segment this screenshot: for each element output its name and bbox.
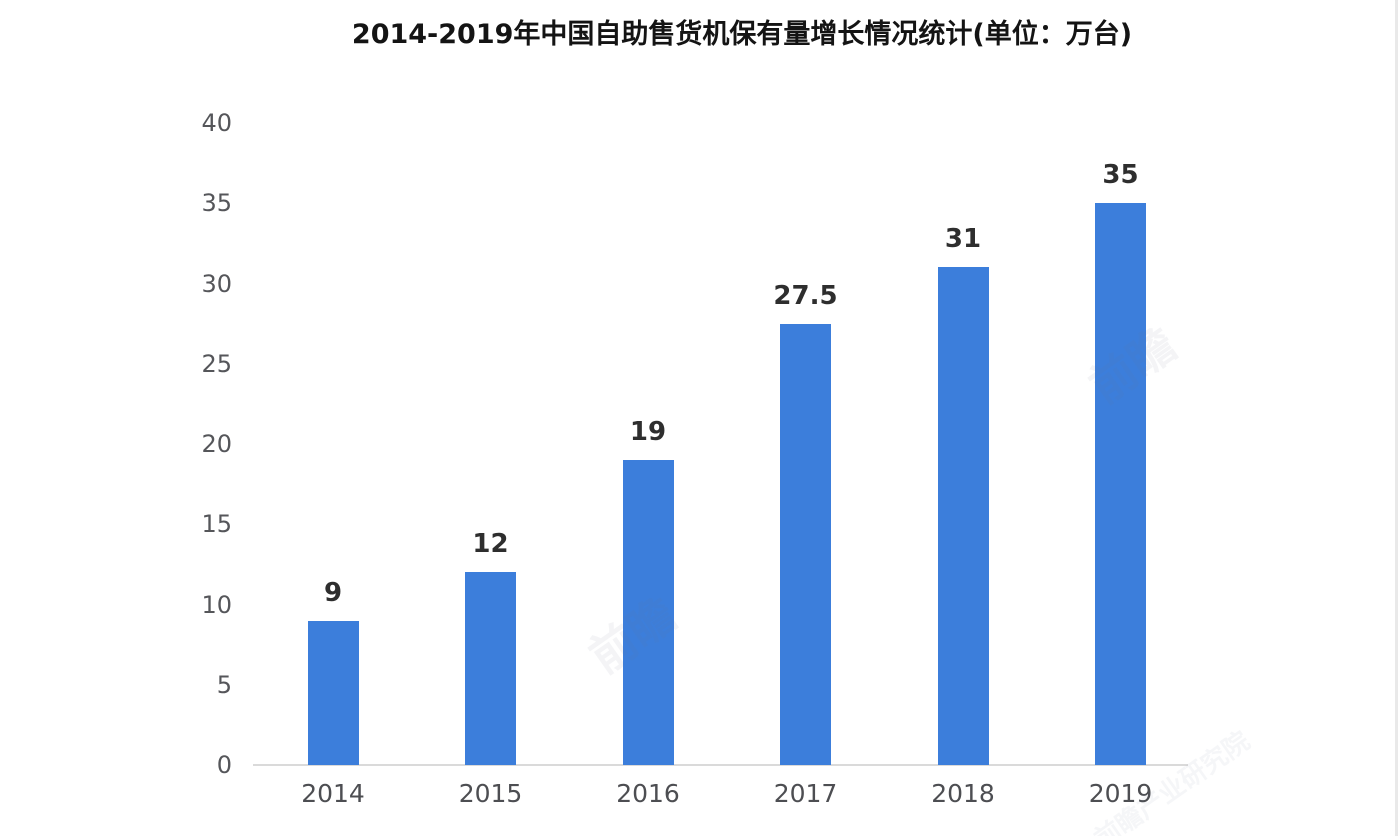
bar-2016 xyxy=(622,460,674,765)
bar-2017 xyxy=(780,323,831,765)
y-tick-label: 30 xyxy=(201,269,232,298)
y-tick-label: 25 xyxy=(201,349,232,378)
x-tick-label: 2018 xyxy=(931,779,995,808)
y-tick-label: 0 xyxy=(216,751,232,779)
x-tick-label: 2016 xyxy=(616,779,680,808)
x-tick-label: 2015 xyxy=(458,779,523,808)
chart-title: 2014-2019年中国自助售货机保有量增长情况统计(单位：万台) xyxy=(351,19,1133,50)
bar-value-label: 31 xyxy=(944,224,982,255)
bar-2018 xyxy=(937,267,989,765)
x-tick-label: 2014 xyxy=(301,779,365,808)
bar-value-label: 12 xyxy=(472,529,509,560)
bar-2015 xyxy=(465,572,516,765)
x-axis-line xyxy=(253,764,1188,766)
bar-value-label: 19 xyxy=(629,417,667,448)
y-tick-label: 20 xyxy=(201,430,232,458)
y-tick-label: 15 xyxy=(201,510,232,539)
page-edge-divider xyxy=(1395,0,1398,836)
bar-2019 xyxy=(1095,203,1146,765)
bar-value-label: 9 xyxy=(323,577,343,608)
y-tick-label: 40 xyxy=(201,109,232,137)
y-tick-label: 35 xyxy=(201,189,232,218)
bar-2014 xyxy=(307,620,359,765)
bar-value-label: 27.5 xyxy=(773,280,838,311)
y-tick-label: 5 xyxy=(216,670,232,699)
y-tick-label: 10 xyxy=(201,590,232,619)
x-tick-label: 2019 xyxy=(1088,779,1153,808)
bar-value-label: 35 xyxy=(1102,160,1139,191)
x-tick-label: 2017 xyxy=(773,779,838,808)
